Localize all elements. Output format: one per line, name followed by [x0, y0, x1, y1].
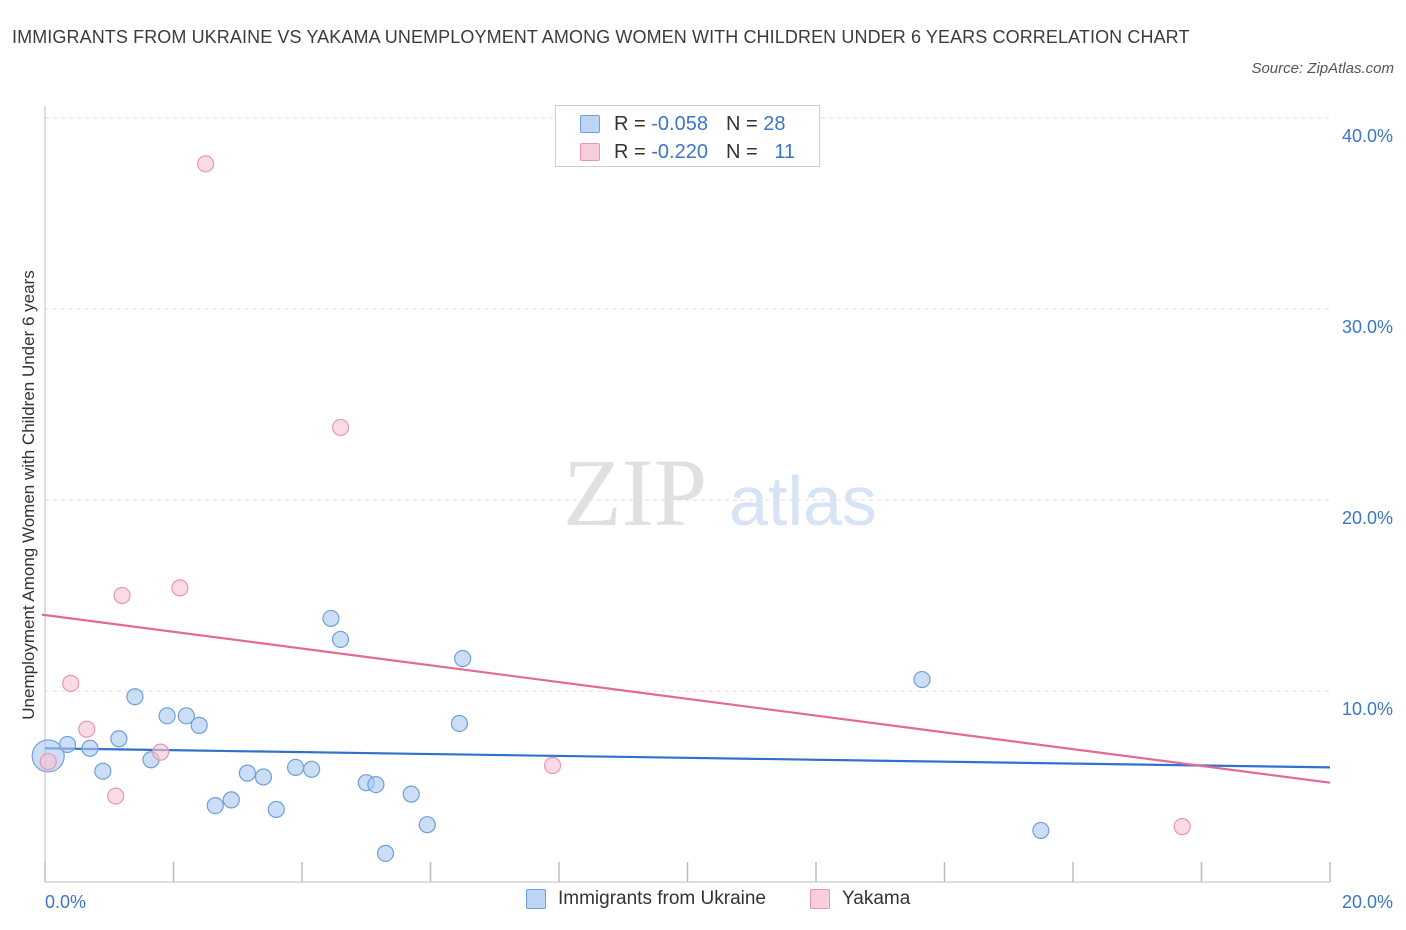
yakama-point — [78, 720, 96, 738]
ukraine-point — [254, 768, 273, 786]
ukraine-point — [126, 688, 144, 706]
chart-title: IMMIGRANTS FROM UKRAINE VS YAKAMA UNEMPL… — [12, 27, 1190, 47]
legend-item-ukraine[interactable]: Immigrants from Ukraine — [526, 888, 766, 910]
legend-swatch-yakama — [810, 889, 830, 909]
ukraine-point — [81, 739, 99, 757]
y-tick-label: 20.0% — [1342, 508, 1393, 528]
legend-n-value: 28 — [763, 112, 786, 135]
yakama-point — [62, 674, 80, 692]
legend-item-yakama[interactable]: Yakama — [810, 888, 910, 910]
ukraine-point — [94, 762, 112, 780]
legend-n-label: N = — [725, 112, 758, 135]
y-tick-label: 40.0% — [1342, 126, 1393, 146]
ukraine-point — [206, 796, 224, 815]
axes — [44, 106, 1331, 883]
yakama-point — [1173, 818, 1191, 836]
ukraine-point — [238, 764, 256, 782]
ukraine-point — [303, 760, 321, 778]
yakama-trend-line — [41, 613, 1331, 784]
ukraine-point — [322, 609, 340, 628]
legend-n-value: 11 — [774, 140, 796, 163]
data-points — [31, 155, 1191, 862]
legend-swatch-ukraine — [580, 115, 600, 133]
tick-labels: 10.0% 20.0% 30.0% 40.0% 0.0% 20.0% — [45, 126, 1393, 912]
legend-n-label: N = — [725, 140, 758, 163]
ukraine-point — [158, 707, 176, 725]
ukraine-point — [331, 630, 350, 649]
legend-row-ukraine: R = -0.058 N = 28 — [580, 111, 785, 137]
ukraine-point — [376, 844, 395, 862]
legend-swatch-ukraine — [526, 889, 546, 909]
watermark-atlas: atlas — [729, 462, 877, 540]
ukraine-point — [222, 791, 240, 809]
legend-label-ukraine: Immigrants from Ukraine — [558, 888, 766, 909]
yakama-point — [113, 586, 131, 605]
legend-label-yakama: Yakama — [842, 888, 911, 909]
ukraine-trend-line — [44, 747, 1331, 769]
yakama-point — [171, 579, 189, 597]
legend-r-label: R = — [614, 112, 646, 135]
ukraine-point — [450, 714, 469, 733]
ukraine-point — [267, 800, 285, 819]
y-tick-label: 30.0% — [1342, 317, 1393, 337]
watermark-zip: ZIP — [563, 439, 707, 546]
ukraine-point — [913, 670, 931, 689]
yakama-point — [107, 787, 125, 805]
legend-r-value: -0.220 — [651, 140, 708, 163]
trend-lines — [41, 613, 1331, 784]
grid — [45, 117, 1330, 692]
ukraine-point — [1032, 821, 1050, 840]
source-label: Source: ZipAtlas.com — [1251, 60, 1394, 77]
x-tick-label: 0.0% — [45, 892, 86, 912]
ukraine-point — [58, 735, 77, 754]
ukraine-point — [454, 649, 472, 668]
ukraine-point — [110, 730, 128, 748]
ukraine-point — [190, 716, 208, 734]
x-tick-label: 20.0% — [1342, 892, 1393, 912]
series-legend: Immigrants from Ukraine Yakama — [0, 888, 1406, 916]
legend-swatch-yakama — [580, 143, 600, 161]
yakama-point — [152, 743, 170, 761]
ukraine-point — [402, 785, 420, 803]
ukraine-point — [286, 758, 305, 777]
yakama-point — [39, 753, 57, 771]
legend-r-label: R = — [614, 140, 646, 163]
ukraine-point — [177, 707, 195, 725]
correlation-legend: R = -0.058 N = 28 R = -0.220 N = 11 — [555, 105, 820, 167]
y-axis-label: Unemployment Among Women with Children U… — [19, 270, 38, 719]
yakama-point — [543, 756, 562, 775]
ukraine-point — [367, 775, 385, 794]
ukraine-point — [418, 816, 436, 834]
yakama-point — [331, 418, 350, 437]
y-tick-label: 10.0% — [1342, 699, 1393, 719]
legend-row-yakama: R = -0.220 N = 11 — [580, 139, 795, 165]
legend-r-value: -0.058 — [651, 112, 708, 135]
yakama-point — [197, 155, 215, 173]
